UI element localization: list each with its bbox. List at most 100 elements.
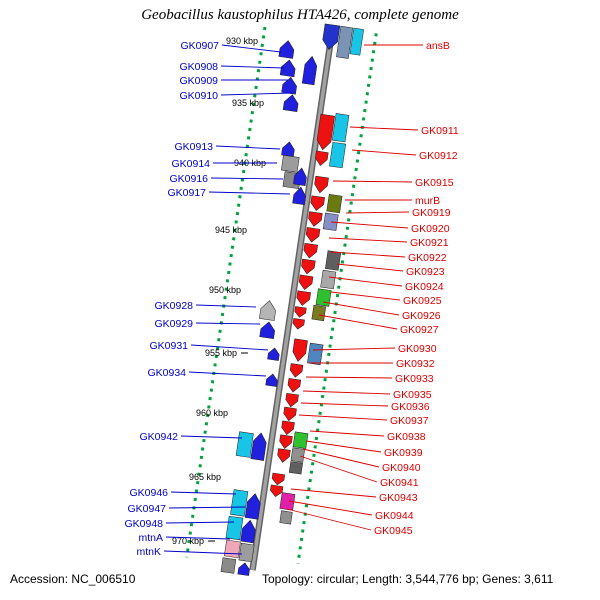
- gene-label-GK0933[interactable]: GK0933: [395, 373, 434, 385]
- gene-glyph[interactable]: [292, 431, 309, 449]
- gene-glyph[interactable]: [294, 306, 307, 318]
- gene-label-GK0917[interactable]: GK0917: [167, 187, 206, 199]
- gene-label-murB[interactable]: murB: [415, 195, 440, 207]
- gene-glyph[interactable]: [293, 167, 307, 186]
- gene-label-GK0937[interactable]: GK0937: [390, 415, 429, 427]
- gene-glyph[interactable]: [279, 434, 293, 450]
- gene-glyph[interactable]: [235, 431, 254, 458]
- gene-glyph[interactable]: [321, 23, 341, 51]
- gene-glyph[interactable]: [300, 258, 316, 275]
- gene-glyph[interactable]: [305, 227, 321, 243]
- gene-glyph[interactable]: [279, 510, 293, 525]
- gene-glyph[interactable]: [349, 27, 364, 56]
- gene-label-GK0921[interactable]: GK0921: [410, 237, 449, 249]
- gene-glyph[interactable]: [281, 141, 295, 157]
- gene-label-GK0947[interactable]: GK0947: [127, 503, 166, 515]
- gene-glyph[interactable]: [325, 250, 342, 271]
- gene-label-GK0924[interactable]: GK0924: [405, 281, 444, 293]
- gene-glyph[interactable]: [292, 318, 305, 330]
- gene-glyph[interactable]: [279, 59, 296, 78]
- gene-label-GK0923[interactable]: GK0923: [406, 266, 445, 278]
- gene-label-GK0920[interactable]: GK0920: [411, 223, 450, 235]
- gene-label-GK0928[interactable]: GK0928: [154, 300, 193, 312]
- gene-label-mtnK[interactable]: mtnK: [136, 546, 161, 558]
- gene-glyph[interactable]: [259, 321, 276, 339]
- gene-label-GK0913[interactable]: GK0913: [174, 141, 213, 153]
- gene-glyph[interactable]: [326, 193, 343, 214]
- gene-label-GK0919[interactable]: GK0919: [412, 207, 451, 219]
- gene-label-GK0945[interactable]: GK0945: [374, 525, 413, 537]
- gene-glyph[interactable]: [301, 55, 318, 86]
- gene-glyph[interactable]: [290, 447, 305, 463]
- gene-label-GK0944[interactable]: GK0944: [375, 510, 414, 522]
- gene-glyph[interactable]: [265, 373, 279, 387]
- gene-glyph[interactable]: [240, 519, 257, 544]
- gene-label-GK0915[interactable]: GK0915: [415, 177, 454, 189]
- gene-glyph[interactable]: [283, 406, 297, 422]
- gene-glyph[interactable]: [320, 269, 337, 290]
- gene-glyph[interactable]: [285, 392, 299, 408]
- gene-label-GK0942[interactable]: GK0942: [139, 431, 178, 443]
- gene-glyph[interactable]: [314, 150, 329, 167]
- gene-glyph[interactable]: [282, 94, 299, 112]
- gene-label-mtnA[interactable]: mtnA: [138, 532, 163, 544]
- gene-label-GK0909[interactable]: GK0909: [179, 75, 218, 87]
- gene-glyph[interactable]: [237, 562, 251, 576]
- gene-glyph[interactable]: [225, 515, 244, 541]
- gene-glyph[interactable]: [271, 472, 286, 486]
- gene-label-GK0926[interactable]: GK0926: [402, 310, 441, 322]
- gene-glyph[interactable]: [289, 363, 304, 379]
- gene-label-GK0934[interactable]: GK0934: [147, 367, 186, 379]
- gene-glyph[interactable]: [310, 195, 325, 212]
- gene-label-GK0936[interactable]: GK0936: [391, 401, 430, 413]
- gene-label-GK0912[interactable]: GK0912: [419, 150, 458, 162]
- gene-label-GK0938[interactable]: GK0938: [387, 431, 426, 443]
- gene-glyph[interactable]: [230, 489, 249, 517]
- gene-label-GK0916[interactable]: GK0916: [169, 173, 208, 185]
- gene-label-GK0935[interactable]: GK0935: [393, 389, 432, 401]
- gene-glyph[interactable]: [307, 211, 323, 228]
- gene-glyph[interactable]: [292, 186, 307, 206]
- gene-label-GK0941[interactable]: GK0941: [380, 477, 419, 489]
- gene-label-GK0943[interactable]: GK0943: [379, 492, 418, 504]
- gene-glyph[interactable]: [311, 304, 327, 322]
- gene-glyph[interactable]: [316, 113, 335, 151]
- gene-glyph[interactable]: [313, 175, 329, 194]
- gene-label-GK0932[interactable]: GK0932: [396, 358, 435, 370]
- gene-label-GK0908[interactable]: GK0908: [179, 61, 218, 73]
- gene-glyph[interactable]: [220, 557, 237, 574]
- gene-label-GK0930[interactable]: GK0930: [398, 343, 437, 355]
- gene-glyph[interactable]: [331, 113, 350, 143]
- gene-label-GK0907[interactable]: GK0907: [180, 40, 219, 52]
- gene-label-GK0911[interactable]: GK0911: [421, 125, 459, 137]
- gene-glyph[interactable]: [244, 493, 262, 520]
- gene-glyph[interactable]: [329, 141, 347, 169]
- gene-glyph[interactable]: [303, 242, 318, 259]
- gene-glyph[interactable]: [292, 338, 308, 363]
- gene-glyph[interactable]: [278, 40, 295, 59]
- gene-glyph[interactable]: [280, 154, 300, 173]
- gene-label-GK0931[interactable]: GK0931: [149, 340, 188, 352]
- gene-glyph[interactable]: [288, 461, 303, 475]
- gene-label-GK0910[interactable]: GK0910: [179, 90, 218, 102]
- gene-label-GK0922[interactable]: GK0922: [408, 252, 447, 264]
- gene-glyph[interactable]: [250, 432, 268, 461]
- gene-label-GK0929[interactable]: GK0929: [154, 318, 193, 330]
- gene-glyph[interactable]: [315, 288, 332, 307]
- gene-glyph[interactable]: [298, 274, 314, 291]
- gene-glyph[interactable]: [281, 76, 298, 95]
- gene-label-GK0946[interactable]: GK0946: [129, 487, 168, 499]
- gene-glyph[interactable]: [281, 420, 295, 436]
- gene-label-ansB[interactable]: ansB: [426, 40, 450, 52]
- gene-label-GK0927[interactable]: GK0927: [400, 324, 439, 336]
- gene-glyph[interactable]: [296, 290, 311, 307]
- gene-label-GK0940[interactable]: GK0940: [382, 462, 421, 474]
- gene-label-GK0948[interactable]: GK0948: [124, 518, 163, 530]
- gene-glyph[interactable]: [259, 300, 277, 321]
- gene-glyph[interactable]: [322, 212, 339, 231]
- gene-glyph[interactable]: [270, 484, 284, 498]
- gene-glyph[interactable]: [287, 378, 302, 393]
- gene-glyph[interactable]: [307, 342, 324, 366]
- gene-glyph[interactable]: [224, 539, 241, 559]
- gene-label-GK0925[interactable]: GK0925: [403, 295, 442, 307]
